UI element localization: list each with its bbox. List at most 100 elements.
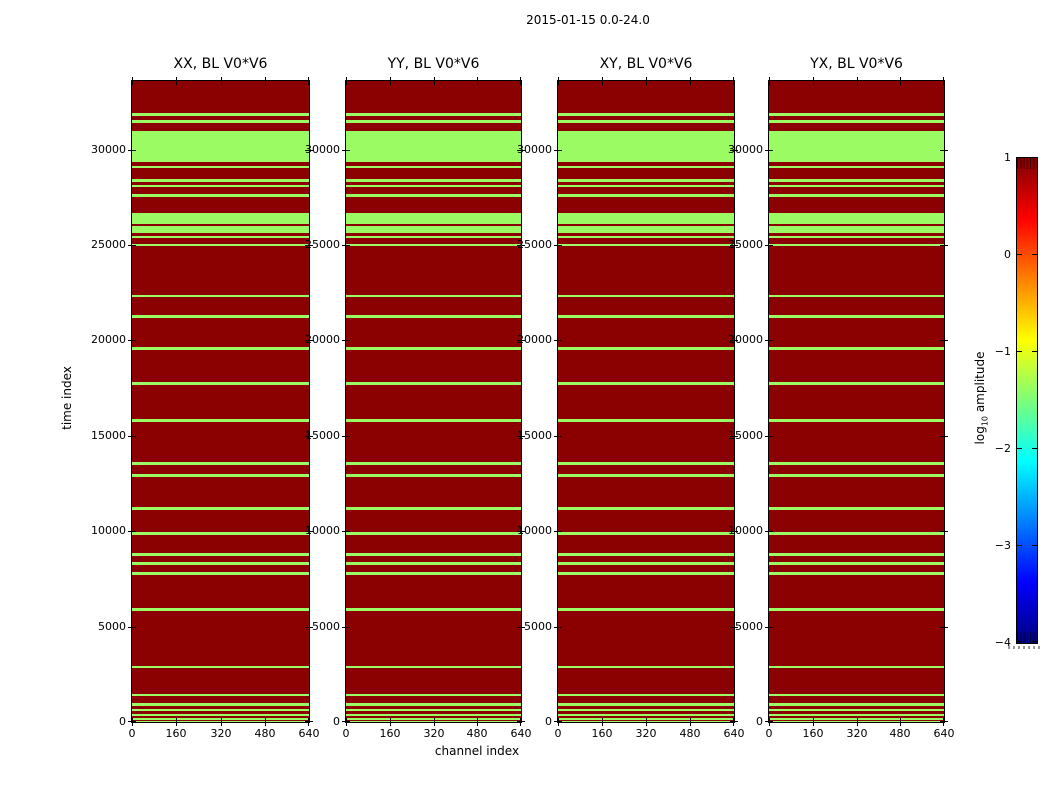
x-tick-mark — [132, 77, 133, 85]
x-tick-label: 160 — [379, 727, 401, 740]
x-tick-mark — [477, 718, 478, 726]
x-tick-mark — [769, 718, 770, 726]
flagged-time-stripe — [132, 382, 309, 386]
x-tick-mark — [943, 718, 944, 726]
flagged-time-stripe — [558, 665, 734, 669]
flagged-time-stripe — [132, 346, 309, 350]
flagged-time-stripe — [346, 419, 521, 423]
flagged-time-stripe — [558, 714, 734, 717]
colorbar-label-subscript: 10 — [980, 415, 990, 427]
flagged-time-stripe — [132, 243, 309, 246]
x-tick-mark — [520, 77, 521, 85]
flagged-time-stripe — [346, 165, 521, 169]
y-tick-mark — [730, 150, 738, 151]
flagged-time-stripe — [769, 531, 944, 535]
y-tick-label: 20000 — [517, 333, 552, 346]
colorbar-tick-mark — [1017, 641, 1022, 642]
y-tick-mark — [305, 531, 313, 532]
x-tick-mark — [477, 77, 478, 85]
flagged-time-stripe — [346, 474, 521, 477]
panel-title: XY, BL V0*V6 — [599, 56, 693, 72]
flagged-time-stripe — [558, 112, 734, 117]
y-tick-mark — [730, 531, 738, 532]
flagged-time-stripe — [558, 130, 734, 163]
x-tick-label: 640 — [723, 727, 745, 740]
colorbar-tick-mark — [1017, 254, 1022, 255]
y-tick-mark — [730, 340, 738, 341]
flagged-time-stripe — [558, 119, 734, 123]
y-tick-mark — [305, 340, 313, 341]
flagged-time-stripe — [769, 507, 944, 510]
colorbar-tick-mark — [1017, 545, 1022, 546]
colorbar-tick-label: 0 — [1004, 248, 1011, 261]
y-tick-mark — [342, 340, 350, 341]
flagged-time-stripe — [558, 226, 734, 233]
flagged-time-stripe — [132, 226, 309, 233]
flagged-time-stripe — [769, 294, 944, 298]
flagged-time-stripe — [132, 531, 309, 535]
x-tick-mark — [176, 718, 177, 726]
colorbar-tick-mark — [1017, 157, 1022, 158]
x-tick-mark — [308, 718, 309, 726]
flagged-time-stripe — [346, 315, 521, 318]
flagged-time-stripe — [132, 709, 309, 712]
flagged-time-stripe — [558, 179, 734, 183]
flagged-time-stripe — [558, 193, 734, 197]
y-tick-label: 0 — [333, 715, 340, 728]
flagged-time-stripe — [769, 119, 944, 123]
flagged-time-stripe — [558, 694, 734, 697]
figure-title: 2015-01-15 0.0-24.0 — [526, 13, 650, 27]
flagged-time-stripe — [769, 243, 944, 246]
x-tick-mark — [558, 718, 559, 726]
flagged-time-stripe — [132, 462, 309, 465]
flagged-time-stripe — [558, 531, 734, 535]
x-tick-mark — [646, 77, 647, 85]
flagged-time-stripe — [132, 571, 309, 575]
flagged-time-stripe — [769, 112, 944, 117]
flagged-time-stripe — [769, 561, 944, 565]
y-tick-mark — [128, 245, 136, 246]
flagged-time-stripe — [558, 315, 734, 318]
x-tick-label: 160 — [802, 727, 824, 740]
y-tick-label: 5000 — [312, 620, 340, 633]
x-tick-mark — [733, 718, 734, 726]
y-tick-label: 15000 — [728, 429, 763, 442]
y-tick-label: 25000 — [517, 238, 552, 251]
y-tick-mark — [517, 627, 525, 628]
x-tick-label: 0 — [554, 727, 562, 740]
x-tick-mark — [390, 77, 391, 85]
x-tick-label: 160 — [165, 727, 187, 740]
y-tick-label: 10000 — [305, 524, 340, 537]
x-tick-label: 320 — [846, 727, 868, 740]
colorbar-tick-label: −3 — [994, 539, 1011, 552]
flagged-time-stripe — [346, 718, 521, 721]
y-tick-label: 30000 — [728, 143, 763, 156]
x-tick-label: 640 — [298, 727, 320, 740]
colorbar-tick-mark — [1017, 351, 1022, 352]
y-tick-mark — [305, 150, 313, 151]
flagged-time-stripe — [558, 184, 734, 188]
x-tick-label: 480 — [466, 727, 488, 740]
colorbar-tick-mark — [1032, 641, 1037, 642]
colorbar-tick-mark — [1032, 545, 1037, 546]
flagged-time-stripe — [769, 130, 944, 163]
flagged-time-stripe — [769, 212, 944, 224]
flagged-time-stripe — [132, 184, 309, 188]
x-tick-mark — [520, 718, 521, 726]
y-tick-mark — [765, 531, 773, 532]
y-tick-label: 15000 — [91, 429, 126, 442]
x-tick-label: 0 — [342, 727, 350, 740]
flagged-time-stripe — [346, 462, 521, 465]
flagged-time-stripe — [769, 552, 944, 556]
x-tick-mark — [434, 77, 435, 85]
y-tick-label: 20000 — [305, 333, 340, 346]
colorbar — [1016, 157, 1038, 644]
colorbar-tick-label: 1 — [1004, 151, 1011, 164]
y-tick-label: 25000 — [728, 238, 763, 251]
x-tick-label: 0 — [765, 727, 773, 740]
panel-title: YX, BL V0*V6 — [810, 56, 903, 72]
flagged-time-stripe — [132, 193, 309, 197]
y-tick-mark — [517, 150, 525, 151]
y-tick-label: 10000 — [728, 524, 763, 537]
